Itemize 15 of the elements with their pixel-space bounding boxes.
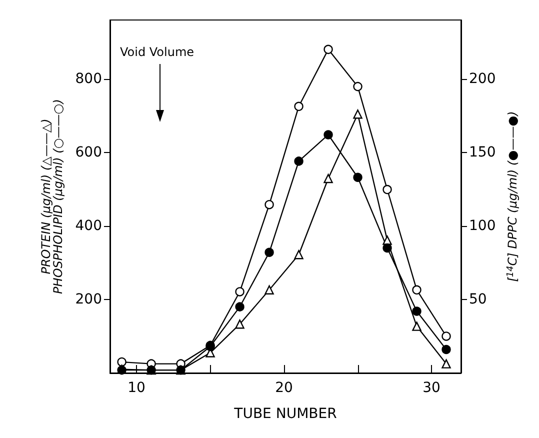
y-tick-label: 400 bbox=[75, 218, 102, 234]
x-tick-label: 10 bbox=[128, 380, 146, 396]
y-tick-label: 800 bbox=[75, 70, 102, 87]
y2-tick-label: 100 bbox=[469, 218, 496, 234]
y2-axis-title: [14C] DPPC (μg/ml) (●——●) bbox=[506, 111, 520, 282]
x-axis-title: TUBE NUMBER bbox=[233, 406, 338, 422]
y2-tick-label: 50 bbox=[469, 291, 487, 308]
x-tick-label: 30 bbox=[422, 380, 440, 396]
y-axis-title: PROTEIN (μg/ml) (△——△) PHOSPHOLIPID (μg/ml) (○——○) bbox=[39, 99, 65, 294]
y-tick-label: 600 bbox=[75, 144, 102, 160]
y2-tick-label: 150 bbox=[469, 144, 496, 160]
y-tick-label: 200 bbox=[75, 291, 102, 308]
y2-tick-label: 200 bbox=[469, 70, 496, 87]
x-tick-label: 20 bbox=[275, 380, 293, 396]
annotation: Void Volume bbox=[120, 45, 194, 59]
